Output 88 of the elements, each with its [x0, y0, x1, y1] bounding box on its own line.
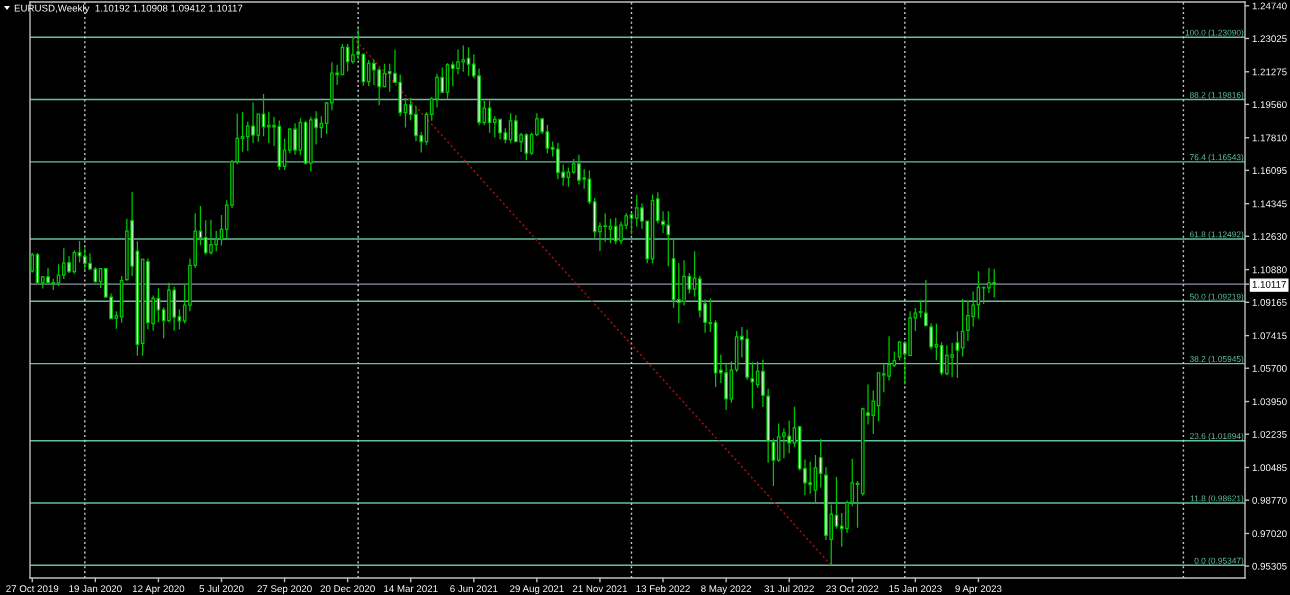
- candlestick: [487, 100, 492, 134]
- candlestick: [955, 330, 960, 379]
- x-tick-label: 6 Jun 2021: [450, 585, 498, 593]
- candlestick: [934, 323, 939, 361]
- y-tick-label: 1.14345: [1252, 200, 1287, 208]
- x-tick-label: 12 Apr 2020: [132, 585, 185, 595]
- y-tick-label: 1.21275: [1252, 68, 1287, 76]
- candlestick: [508, 112, 513, 144]
- candlestick: [655, 191, 660, 225]
- candlestick: [729, 360, 734, 404]
- candlestick: [545, 124, 550, 154]
- ref-line-label: 38.2 (1.05945): [1189, 355, 1244, 364]
- candlestick: [671, 239, 676, 309]
- candlestick: [792, 406, 797, 448]
- x-tick-label: 20 Dec 2020: [320, 585, 375, 593]
- candlestick: [550, 140, 555, 158]
- chart-title: EURUSD,Weekly 1.10192 1.10908 1.09412 1.10117: [14, 4, 243, 14]
- candlestick: [177, 308, 182, 330]
- x-tick-label: 13 Feb 2022: [636, 584, 690, 593]
- y-tick-label: 1.03950: [1252, 398, 1287, 406]
- x-tick-label: 9 Apr 2023: [955, 585, 1002, 595]
- ref-line-label: 23.6 (1.01894): [1190, 432, 1244, 441]
- candlestick: [198, 205, 203, 247]
- y-tick-label: 1.07415: [1252, 332, 1287, 340]
- ref-line-label: 76.4 (1.16543): [1190, 154, 1244, 162]
- candlestick: [261, 93, 266, 137]
- y-tick-label: 1.02235: [1252, 430, 1287, 438]
- candlestick: [629, 213, 634, 236]
- candlestick: [403, 97, 408, 129]
- x-tick-label: 8 May 2022: [701, 585, 752, 595]
- candlestick: [976, 270, 981, 320]
- y-tick-label: 1.17810: [1252, 134, 1287, 142]
- x-tick-label: 29 Aug 2021: [510, 585, 564, 595]
- candlestick: [692, 250, 697, 298]
- candlestick: [240, 111, 245, 153]
- x-tick-label: 31 Jul 2022: [764, 584, 814, 593]
- candlestick: [282, 138, 287, 171]
- candlestick: [77, 240, 82, 264]
- candlestick: [319, 115, 324, 139]
- candlestick: [924, 279, 928, 327]
- x-tick-label: 15 Jan 2023: [889, 585, 942, 593]
- candlestick: [929, 322, 933, 351]
- y-tick-label: 0.98770: [1252, 496, 1287, 504]
- candlestick: [960, 298, 965, 358]
- candlestick: [766, 388, 770, 464]
- candlestick: [466, 46, 471, 77]
- candlestick: [771, 438, 776, 487]
- candlestick: [761, 359, 765, 408]
- y-tick-label: 1.19560: [1252, 101, 1287, 109]
- candlestick: [345, 43, 350, 72]
- candlestick: [918, 299, 923, 319]
- y-tick-label: 1.09165: [1252, 299, 1287, 306]
- x-tick-label: 21 Nov 2021: [572, 585, 628, 593]
- x-tick-label: 27 Oct 2019: [6, 585, 59, 593]
- candlestick: [56, 263, 61, 287]
- candlestick: [608, 218, 613, 244]
- ref-line-label: 0.0 (0.95347): [1194, 557, 1244, 566]
- candlestick: [566, 166, 571, 188]
- candlestick: [813, 454, 818, 504]
- y-tick-label: 0.95305: [1252, 562, 1287, 570]
- x-tick-label: 19 Jan 2020: [69, 585, 122, 593]
- y-tick-label: 1.10117: [1252, 280, 1286, 288]
- candlestick: [219, 214, 224, 247]
- ref-line-label: 88.2 (1.19816): [1189, 91, 1244, 100]
- x-tick-label: 14 Mar 2021: [384, 585, 438, 593]
- candlestick: [855, 480, 860, 529]
- x-tick-label: 5 Jul 2020: [199, 584, 244, 593]
- y-tick-label: 1.23025: [1252, 35, 1287, 43]
- candlestick: [755, 360, 760, 389]
- candlestick: [114, 310, 119, 330]
- y-tick-label: 1.10880: [1252, 266, 1287, 274]
- y-tick-label: 1.16095: [1252, 167, 1287, 174]
- y-tick-label: 0.97020: [1252, 530, 1287, 538]
- candlestick: [30, 252, 35, 274]
- ref-line-label: 100.0 (1.23090): [1185, 29, 1244, 38]
- y-tick-label: 1.24740: [1252, 2, 1287, 10]
- candlestick: [750, 361, 755, 410]
- x-tick-label: 23 Oct 2022: [826, 585, 879, 593]
- candlestick: [834, 476, 839, 530]
- candlestick: [156, 287, 161, 323]
- ref-line-label: 61.8 (1.12492): [1190, 231, 1244, 239]
- ref-line-label: 11.8 (0.98621): [1190, 495, 1244, 503]
- candlestick: [818, 438, 823, 489]
- x-tick-label: 27 Sep 2020: [257, 585, 312, 595]
- y-tick-label: 1.05700: [1252, 364, 1287, 372]
- ref-line-label: 50.0 (1.09219): [1189, 293, 1244, 302]
- y-tick-label: 1.12630: [1252, 233, 1287, 240]
- y-tick-label: 1.00485: [1252, 464, 1287, 472]
